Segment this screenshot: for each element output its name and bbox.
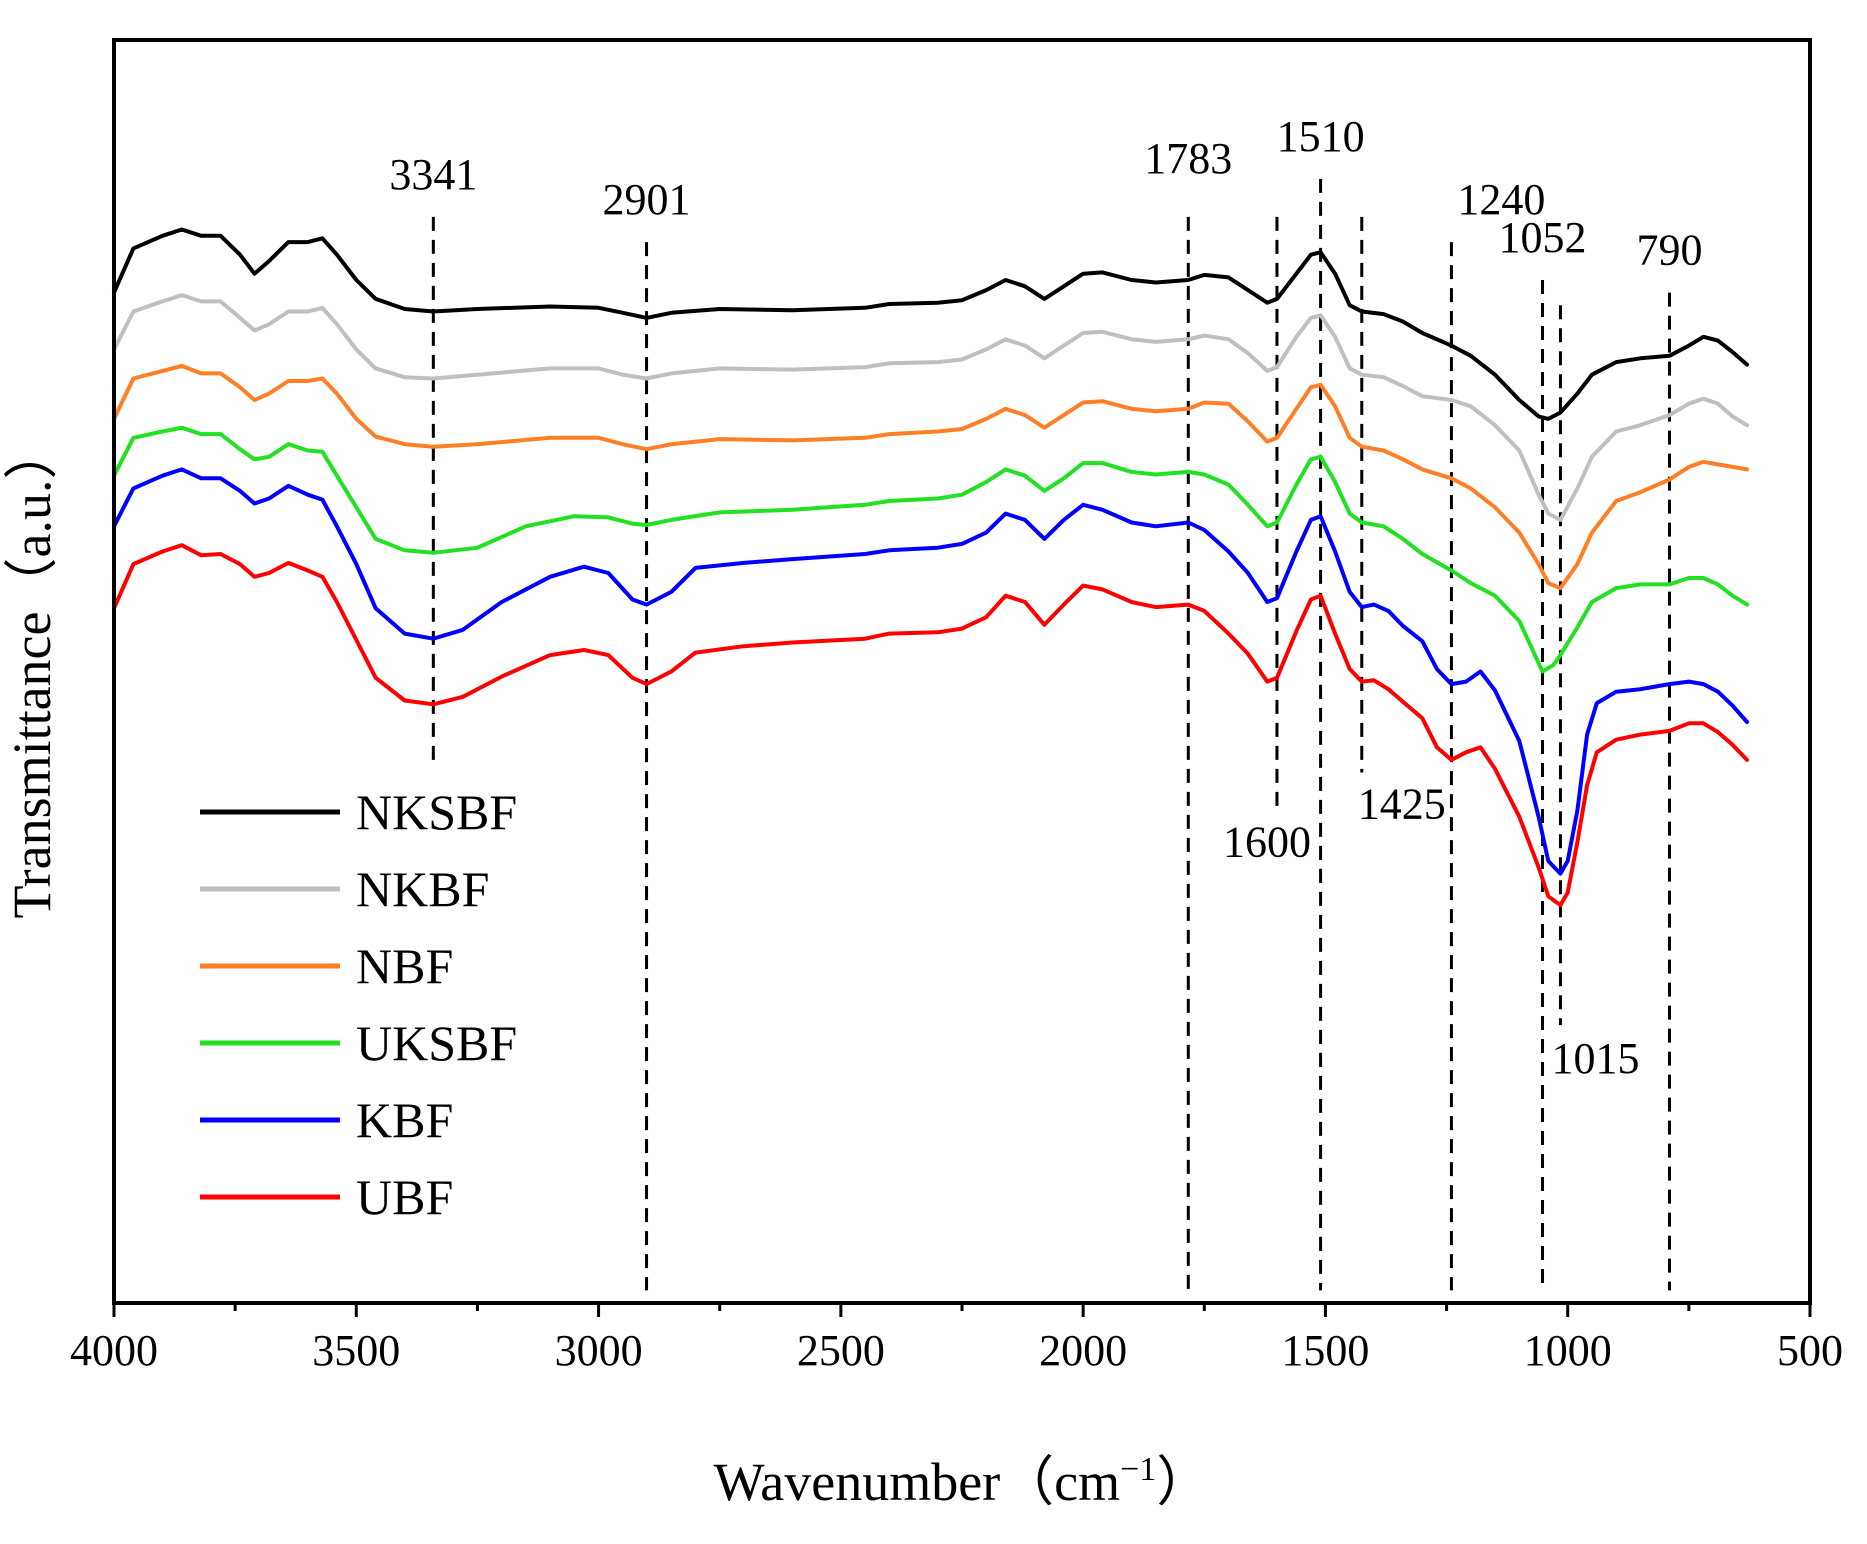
x-tick-label: 3500	[312, 1326, 400, 1375]
legend-label-nbf: NBF	[356, 938, 453, 994]
peak-label-1425: 1425	[1358, 780, 1446, 829]
peak-label-1510: 1510	[1277, 112, 1365, 161]
peak-label-1240: 1240	[1457, 175, 1545, 224]
legend-label-uksbf: UKSBF	[356, 1015, 517, 1071]
peak-label-1015: 1015	[1551, 1034, 1639, 1083]
x-axis-title: Wavenumber（cm−1）	[714, 1451, 1211, 1512]
legend-label-nkbf: NKBF	[356, 861, 489, 917]
series-line-nbf	[112, 363, 1749, 591]
peak-label-1783: 1783	[1144, 134, 1232, 183]
peak-label-1052: 1052	[1499, 213, 1587, 262]
series-group	[112, 227, 1749, 908]
peak-label-3341: 3341	[389, 150, 477, 199]
x-axis: 4000 3500 3000 2500 2000 1500 1000 500	[70, 1303, 1843, 1375]
x-tick-label: 1500	[1281, 1326, 1369, 1375]
x-tick-label: 1000	[1524, 1326, 1612, 1375]
peak-label-790: 790	[1636, 226, 1702, 275]
x-tick-label: 3000	[555, 1326, 643, 1375]
peak-label-2901: 2901	[603, 175, 691, 224]
legend-label-nksbf: NKSBF	[356, 784, 517, 840]
x-tick-label: 2000	[1039, 1326, 1127, 1375]
series-line-nkbf	[112, 293, 1749, 522]
legend-label-ubf: UBF	[356, 1169, 453, 1225]
series-line-uksbf	[112, 425, 1749, 674]
y-axis-title: Transmittance（a.u.）	[2, 426, 62, 919]
x-tick-label: 4000	[70, 1326, 158, 1375]
series-line-ubf	[112, 543, 1749, 908]
x-tick-label: 2500	[797, 1326, 885, 1375]
series-line-kbf	[112, 467, 1749, 876]
series-line-nksbf	[112, 227, 1749, 421]
legend-label-kbf: KBF	[356, 1092, 453, 1148]
peak-label-1600: 1600	[1223, 817, 1311, 866]
x-tick-label: 500	[1777, 1326, 1843, 1375]
legend: NKSBF NKBF NBF UKSBF KBF UBF	[200, 784, 517, 1225]
